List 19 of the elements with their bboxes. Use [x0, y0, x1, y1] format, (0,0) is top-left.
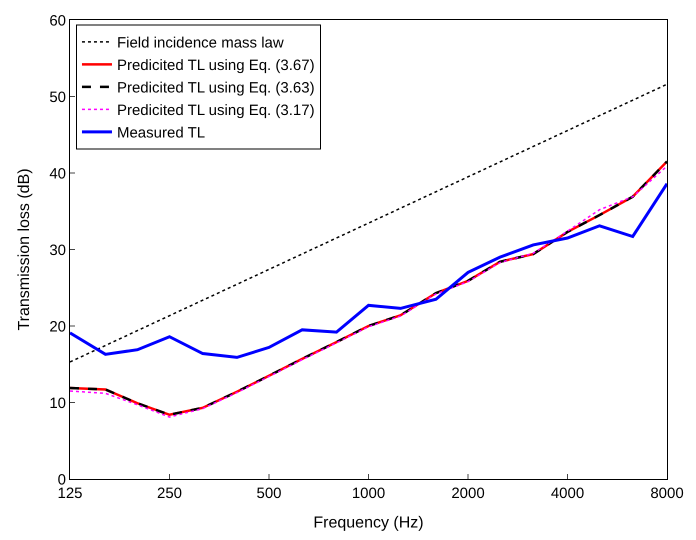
legend-label: Field incidence mass law	[116, 34, 284, 52]
legend-label: Measured TL	[116, 124, 206, 142]
y-tick-label: 10	[49, 394, 66, 412]
y-tick-label: 50	[49, 88, 66, 106]
x-axis-title: Frequency (Hz)	[313, 514, 424, 532]
x-tick-label: 1000	[352, 485, 386, 502]
x-tick-label: 8000	[650, 485, 684, 502]
legend-label: Predicited TL using Eq. (3.67)	[116, 57, 315, 74]
x-tick-label: 250	[156, 485, 182, 502]
x-tick-label: 500	[256, 485, 282, 502]
y-axis-title: Transmission loss (dB)	[16, 168, 34, 331]
y-tick-label: 30	[49, 242, 66, 259]
y-tick-label: 20	[49, 318, 66, 336]
x-tick-label: 4000	[550, 485, 584, 502]
y-tick-label: 60	[49, 12, 66, 30]
x-tick-label: 2000	[451, 485, 485, 502]
legend-label: Predicited TL using Eq. (3.63)	[116, 80, 315, 97]
legend-label: Predicited TL using Eq. (3.17)	[116, 102, 315, 120]
y-tick-label: 40	[49, 165, 66, 182]
